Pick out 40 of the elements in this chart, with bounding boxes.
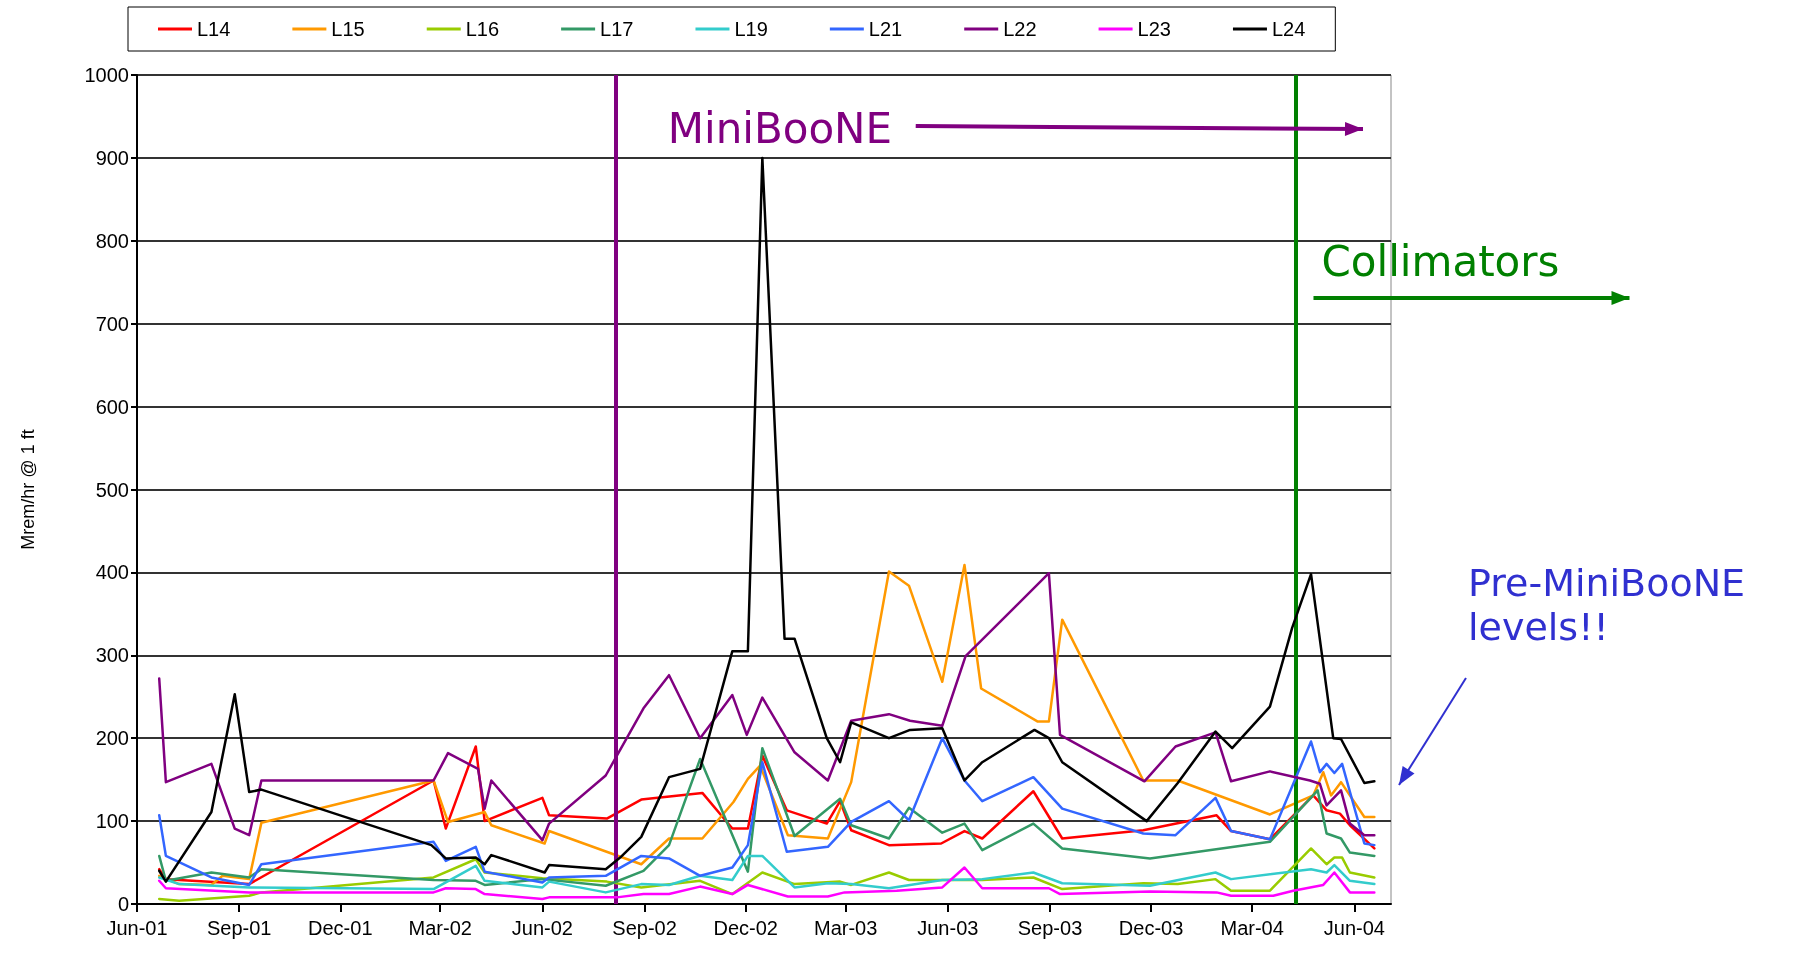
x-tick-label: Mar-04 [1220, 917, 1284, 939]
x-tick-label: Jun-01 [106, 917, 168, 939]
x-tick-label: Jun-03 [917, 917, 979, 939]
x-tick-label: Dec-02 [713, 917, 778, 939]
x-tick-label: Sep-02 [612, 917, 677, 939]
x-tick-label: Mar-03 [813, 917, 878, 939]
y-tick-label: 800 [95, 229, 129, 252]
legend-label: L15 [331, 18, 365, 40]
x-tick-label: Jun-04 [1323, 917, 1385, 939]
y-tick-label: 400 [95, 561, 129, 584]
y-tick-label: 900 [95, 146, 129, 169]
legend-label: L19 [734, 18, 768, 40]
legend-label: L23 [1137, 18, 1171, 40]
x-tick-label: Dec-01 [308, 917, 373, 939]
x-tick-label: Mar-02 [408, 917, 472, 939]
y-tick-label: 100 [95, 810, 129, 833]
legend-label: L14 [197, 18, 231, 40]
ref-line-label: Collimators [1321, 236, 1560, 286]
x-tick-label: Sep-03 [1017, 917, 1083, 939]
legend-label: L22 [1003, 18, 1037, 40]
ref-line-label: MiniBooNE [667, 104, 893, 153]
line-series [157, 563, 1376, 887]
y-tick-label: 300 [95, 644, 129, 667]
y-axis-title: Mrem/hr @ 1 ft [18, 429, 38, 550]
x-tick-label: Sep-01 [206, 917, 272, 939]
legend-label: L21 [868, 18, 903, 40]
y-tick-label: 500 [95, 478, 129, 501]
legend-label: L16 [465, 18, 500, 40]
line-series [157, 854, 1376, 894]
legend-label: L24 [1271, 18, 1306, 40]
y-tick-label: 1000 [84, 64, 129, 86]
y-tick-label: 700 [95, 312, 129, 335]
x-tick-label: Dec-03 [1118, 917, 1184, 939]
y-tick-label: 0 [117, 893, 129, 915]
legend-label: L17 [600, 18, 634, 40]
line-series [157, 866, 1376, 901]
text: Pre-MiniBooNE levels!! [1468, 561, 1747, 650]
x-tick-label: Jun-02 [511, 917, 573, 939]
y-tick-label: 600 [95, 395, 129, 418]
y-tick-label: 200 [95, 727, 129, 750]
